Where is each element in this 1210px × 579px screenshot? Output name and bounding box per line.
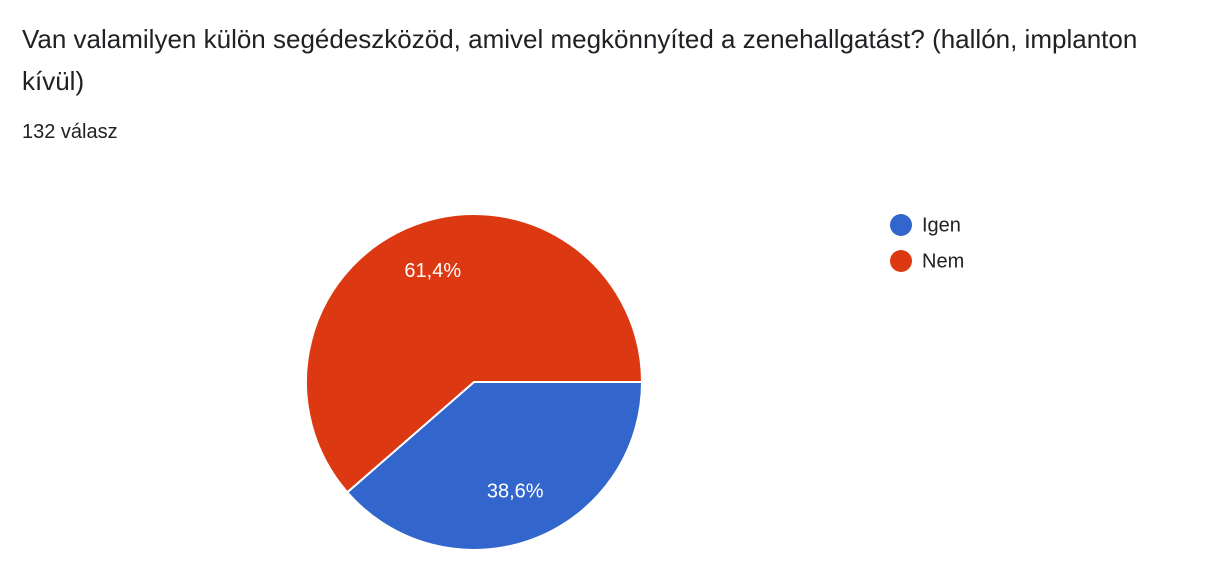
chart-title: Van valamilyen külön segédeszközöd, amiv…: [22, 24, 1138, 96]
legend-marker: [890, 214, 912, 236]
slice-label: 38,6%: [487, 480, 544, 502]
legend-label: Nem: [922, 250, 964, 272]
pie-slice: [305, 213, 644, 494]
legend-marker: [890, 250, 912, 272]
legend-label: Igen: [922, 214, 961, 236]
pie-slice: [345, 381, 644, 551]
slice-label: 61,4%: [404, 260, 461, 282]
response-count: 132 válasz: [22, 121, 118, 143]
